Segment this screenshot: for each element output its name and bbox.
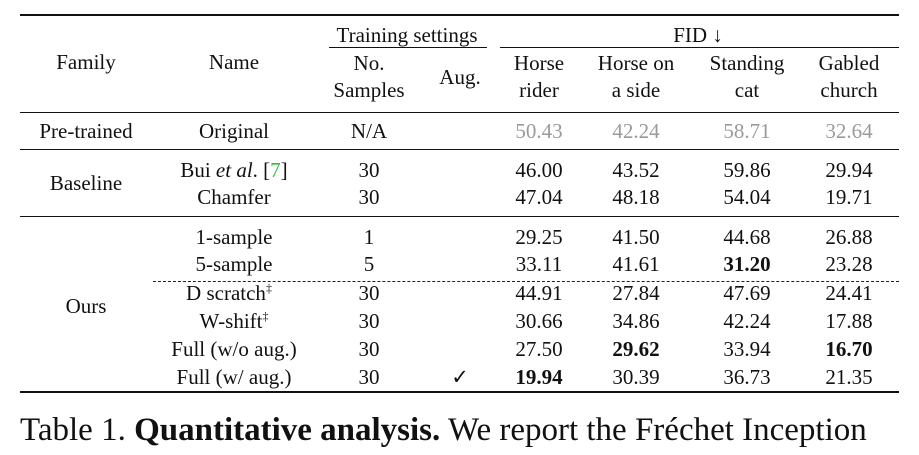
header-col4-line1: Gabled — [818, 51, 880, 75]
header-fid: FID ↓ — [673, 23, 723, 47]
header-samples-line2: Samples — [333, 78, 405, 102]
header-col1-line2: rider — [519, 78, 559, 102]
fid-value: 36.73 — [723, 365, 771, 389]
fid-value: 41.61 — [612, 252, 660, 276]
fid-value: 33.94 — [723, 337, 771, 361]
fid-value: 47.04 — [515, 185, 563, 209]
group-ours: Ours — [65, 294, 107, 318]
fid-value: 41.50 — [612, 225, 660, 249]
row-samples: 30 — [358, 337, 380, 361]
row-samples: 30 — [358, 365, 380, 389]
training-settings-underline — [329, 47, 487, 48]
row-name: 5-sample — [195, 252, 273, 276]
bottom-rule — [20, 391, 899, 393]
group-pretrained: Pre-trained — [39, 119, 133, 143]
row-samples: 1 — [363, 225, 375, 249]
baseline-rule — [20, 216, 899, 217]
ablation-divider — [153, 281, 899, 282]
row-samples: 30 — [358, 309, 380, 333]
table-caption: Table 1. Quantitative analysis. We repor… — [20, 408, 915, 452]
row-name: Full (w/ aug.) — [176, 365, 292, 389]
fid-value: 54.04 — [723, 185, 771, 209]
fid-value: 32.64 — [825, 119, 873, 143]
caption-title: Quantitative analysis. — [134, 412, 441, 448]
row-name-suffix: ] — [280, 158, 288, 182]
row-samples: N/A — [350, 119, 388, 143]
pretrained-rule — [20, 149, 899, 150]
fid-value: 21.35 — [825, 365, 873, 389]
fid-value-best: 19.94 — [515, 365, 563, 389]
fid-value: 29.94 — [825, 158, 873, 182]
header-family: Family — [56, 50, 116, 74]
fid-value: 19.71 — [825, 185, 873, 209]
row-samples: 30 — [358, 158, 380, 182]
header-rule — [20, 112, 899, 113]
top-rule — [20, 14, 899, 16]
row-name-text: W-shift — [199, 309, 263, 333]
header-col2-line2: a side — [611, 78, 661, 102]
header-col3-line2: cat — [734, 78, 760, 102]
group-baseline: Baseline — [49, 171, 123, 195]
caption-label: Table 1. — [20, 412, 126, 448]
fid-value: 17.88 — [825, 309, 873, 333]
fid-value: 48.18 — [612, 185, 660, 209]
fid-value: 30.66 — [515, 309, 563, 333]
fid-value: 50.43 — [515, 119, 563, 143]
results-table: Family Name Training settings FID ↓ No. … — [20, 14, 899, 393]
row-name: Chamfer — [197, 185, 271, 209]
double-dagger-mark: ‡ — [265, 281, 272, 295]
fid-value: 30.39 — [612, 365, 660, 389]
header-col3-line1: Standing — [709, 51, 785, 75]
fid-value: 58.71 — [723, 119, 771, 143]
fid-value: 27.84 — [612, 281, 660, 305]
header-col4-line2: church — [820, 78, 878, 102]
row-name: Bui et al. [7] — [180, 157, 287, 183]
row-name-text: D scratch — [186, 281, 266, 305]
fid-value: 26.88 — [825, 225, 873, 249]
fid-value: 43.52 — [612, 158, 660, 182]
fid-value: 42.24 — [723, 309, 771, 333]
fid-value: 24.41 — [825, 281, 873, 305]
row-name: W-shift‡ — [200, 308, 269, 334]
fid-value: 59.86 — [723, 158, 771, 182]
header-col2-line1: Horse on — [597, 51, 675, 75]
row-name: Original — [199, 119, 269, 143]
fid-value: 27.50 — [515, 337, 563, 361]
fid-value: 23.28 — [825, 252, 873, 276]
row-name: 1-sample — [195, 225, 273, 249]
fid-value-best: 29.62 — [612, 337, 660, 361]
header-samples-line1: No. — [353, 51, 385, 75]
row-name-mid: . [ — [252, 158, 271, 182]
header-name: Name — [208, 50, 260, 74]
checkmark-icon: ✓ — [451, 365, 469, 389]
row-samples: 5 — [363, 252, 375, 276]
fid-value: 46.00 — [515, 158, 563, 182]
fid-value: 29.25 — [515, 225, 563, 249]
header-training-settings: Training settings — [336, 23, 478, 47]
fid-value: 47.69 — [723, 281, 771, 305]
fid-value-best: 16.70 — [825, 337, 873, 361]
row-name-prefix: Bui — [180, 158, 216, 182]
header-col1-line1: Horse — [513, 51, 565, 75]
fid-value: 44.91 — [515, 281, 563, 305]
double-dagger-mark: ‡ — [262, 309, 269, 323]
row-name-italic: et al — [215, 158, 253, 182]
citation-link[interactable]: 7 — [270, 158, 281, 182]
fid-value: 33.11 — [515, 252, 563, 276]
fid-value: 42.24 — [612, 119, 660, 143]
fid-underline — [500, 47, 899, 48]
row-samples: 30 — [358, 185, 380, 209]
row-name: Full (w/o aug.) — [171, 337, 297, 361]
fid-value-best: 31.20 — [723, 252, 771, 276]
caption-text: We report the Fréchet Inception — [447, 412, 867, 448]
row-name: D scratch‡ — [186, 280, 272, 306]
fid-value: 34.86 — [612, 309, 660, 333]
fid-value: 44.68 — [723, 225, 771, 249]
header-aug: Aug. — [439, 65, 481, 89]
row-samples: 30 — [358, 281, 380, 305]
